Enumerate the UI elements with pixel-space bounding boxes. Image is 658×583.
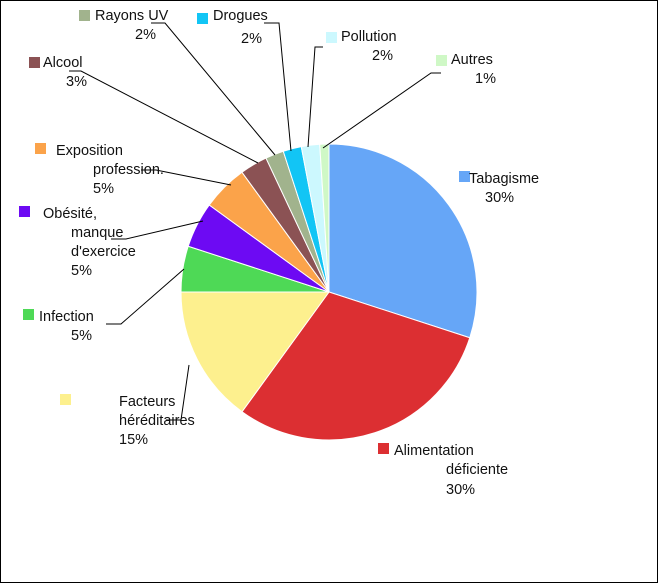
- legend-swatch: [29, 57, 40, 68]
- legend-swatch: [197, 13, 208, 24]
- legend-swatch: [60, 394, 71, 405]
- legend-swatch: [459, 171, 470, 182]
- slice-percent-label: 5%: [71, 263, 92, 279]
- slice-labels: Tabagisme 30% Alimentation déficiente 30% Fac…: [19, 8, 539, 498]
- slice-category-label: Obésité,: [43, 206, 97, 222]
- slice-percent-label: 15%: [119, 432, 148, 448]
- leader-line: [166, 364, 190, 421]
- slice-category-label: Infection: [39, 309, 94, 325]
- legend-swatch: [436, 55, 447, 66]
- slice-percent-label: 3%: [66, 74, 87, 90]
- slice-category-label: Alcool: [43, 55, 83, 71]
- slice-category-label: déficiente: [446, 462, 508, 478]
- legend-swatch: [23, 309, 34, 320]
- slice-percent-label: 5%: [71, 328, 92, 344]
- slice-category-label: d'exercice: [71, 244, 136, 260]
- legend-swatch: [326, 32, 337, 43]
- slice-category-label: profession.: [93, 162, 164, 178]
- slice-category-label: Facteurs: [119, 394, 175, 410]
- leader-line: [322, 72, 441, 149]
- slice-category-label: Exposition: [56, 143, 123, 159]
- legend-swatch: [19, 206, 30, 217]
- slice-category-label: Alimentation: [394, 443, 474, 459]
- legend-swatch: [35, 143, 46, 154]
- pie-slices: [180, 143, 478, 441]
- slice-percent-label: 30%: [446, 482, 475, 498]
- leader-line: [307, 46, 323, 148]
- leader-line: [69, 70, 259, 164]
- slice-category-label: Autres: [451, 52, 493, 68]
- slice-percent-label: 2%: [241, 31, 262, 47]
- slice-percent-label: 5%: [93, 181, 114, 197]
- slice-category-label: Rayons UV: [95, 8, 169, 24]
- leader-lines: [69, 22, 441, 421]
- slice-category-label: Drogues: [213, 8, 268, 24]
- slice-category-label: héréditaires: [119, 413, 195, 429]
- leader-line: [106, 268, 185, 325]
- legend-swatch: [79, 10, 90, 21]
- pie-slice: [328, 143, 478, 339]
- pie-slice: [241, 291, 471, 441]
- leader-line: [111, 220, 204, 240]
- slice-category-label: Pollution: [341, 29, 397, 45]
- slice-percent-label: 2%: [135, 27, 156, 43]
- slice-category-label: Tabagisme: [469, 171, 539, 187]
- legend-swatch: [378, 443, 389, 454]
- pie-slice: [180, 291, 330, 413]
- leader-line: [151, 22, 276, 156]
- slice-percent-label: 2%: [372, 48, 393, 64]
- leader-line: [141, 169, 232, 186]
- leader-line: [264, 22, 292, 152]
- slice-percent-label: 1%: [475, 71, 496, 87]
- slice-percent-label: 30%: [485, 190, 514, 206]
- slice-category-label: manque: [71, 225, 123, 241]
